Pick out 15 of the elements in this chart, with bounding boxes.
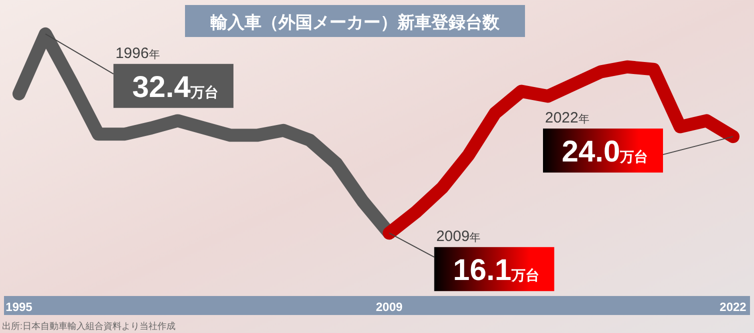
title: 輸入車（外国メーカー）新車登録台数	[185, 5, 525, 37]
x-tick-label: 1995	[6, 300, 33, 314]
annotation: 2022年	[545, 110, 590, 127]
chart-title: 輸入車（外国メーカー）新車登録台数	[210, 13, 500, 32]
data-label: 32.4万台	[132, 70, 219, 104]
x-tick-label: 2022	[720, 300, 747, 314]
value-label: 32.4万台	[113, 64, 234, 108]
x-tick-label: 2009	[376, 300, 403, 314]
data-label: 16.1万台	[453, 254, 540, 288]
annotation: 1996年	[115, 44, 160, 62]
value-label: 16.1万台	[434, 247, 554, 292]
value-label: 24.0万台	[543, 128, 663, 173]
data-label: 24.0万台	[562, 136, 648, 169]
annotation: 2009年	[436, 228, 481, 246]
text: 出所:日本自動車輸入組合資料より当社作成	[2, 321, 176, 331]
